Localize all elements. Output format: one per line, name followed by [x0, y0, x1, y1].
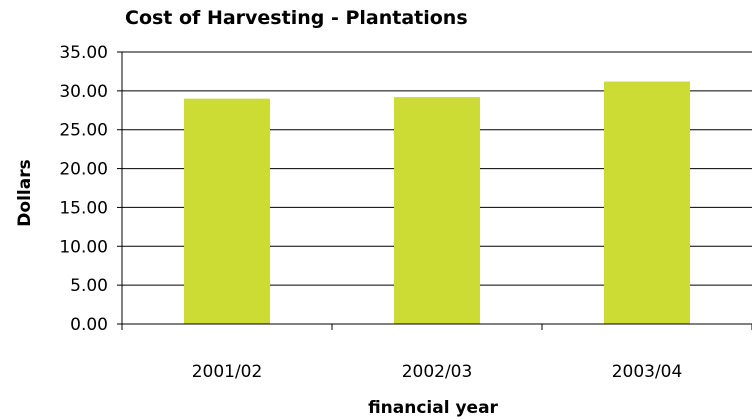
- axes: [117, 51, 752, 330]
- x-axis-title: financial year: [368, 398, 498, 418]
- bar-2001-02: [184, 98, 270, 324]
- y-tick-label: 20.00: [59, 160, 108, 180]
- y-tick-label: 0.00: [70, 315, 108, 335]
- chart-title: Cost of Harvesting - Plantations: [125, 7, 468, 29]
- x-tick-labels: 2001/02 2002/03 2003/04: [192, 362, 683, 382]
- y-axis-title: Dollars: [15, 159, 35, 226]
- bars: [184, 81, 690, 325]
- x-tick-label: 2002/03: [402, 362, 473, 382]
- bar-2003-04: [604, 81, 690, 324]
- y-tick-label: 25.00: [59, 121, 108, 141]
- bar-2002-03: [394, 97, 480, 325]
- y-tick-label: 15.00: [59, 198, 108, 218]
- y-tick-label: 35.00: [59, 43, 108, 63]
- y-tick-label: 30.00: [59, 82, 108, 102]
- x-tick-label: 2001/02: [192, 362, 263, 382]
- y-tick-label: 10.00: [59, 237, 108, 257]
- y-tick-label: 5.00: [70, 276, 108, 296]
- y-tick-labels: 0.00 5.00 10.00 15.00 20.00 25.00 30.00 35.00: [59, 43, 108, 335]
- x-tick-label: 2003/04: [612, 362, 683, 382]
